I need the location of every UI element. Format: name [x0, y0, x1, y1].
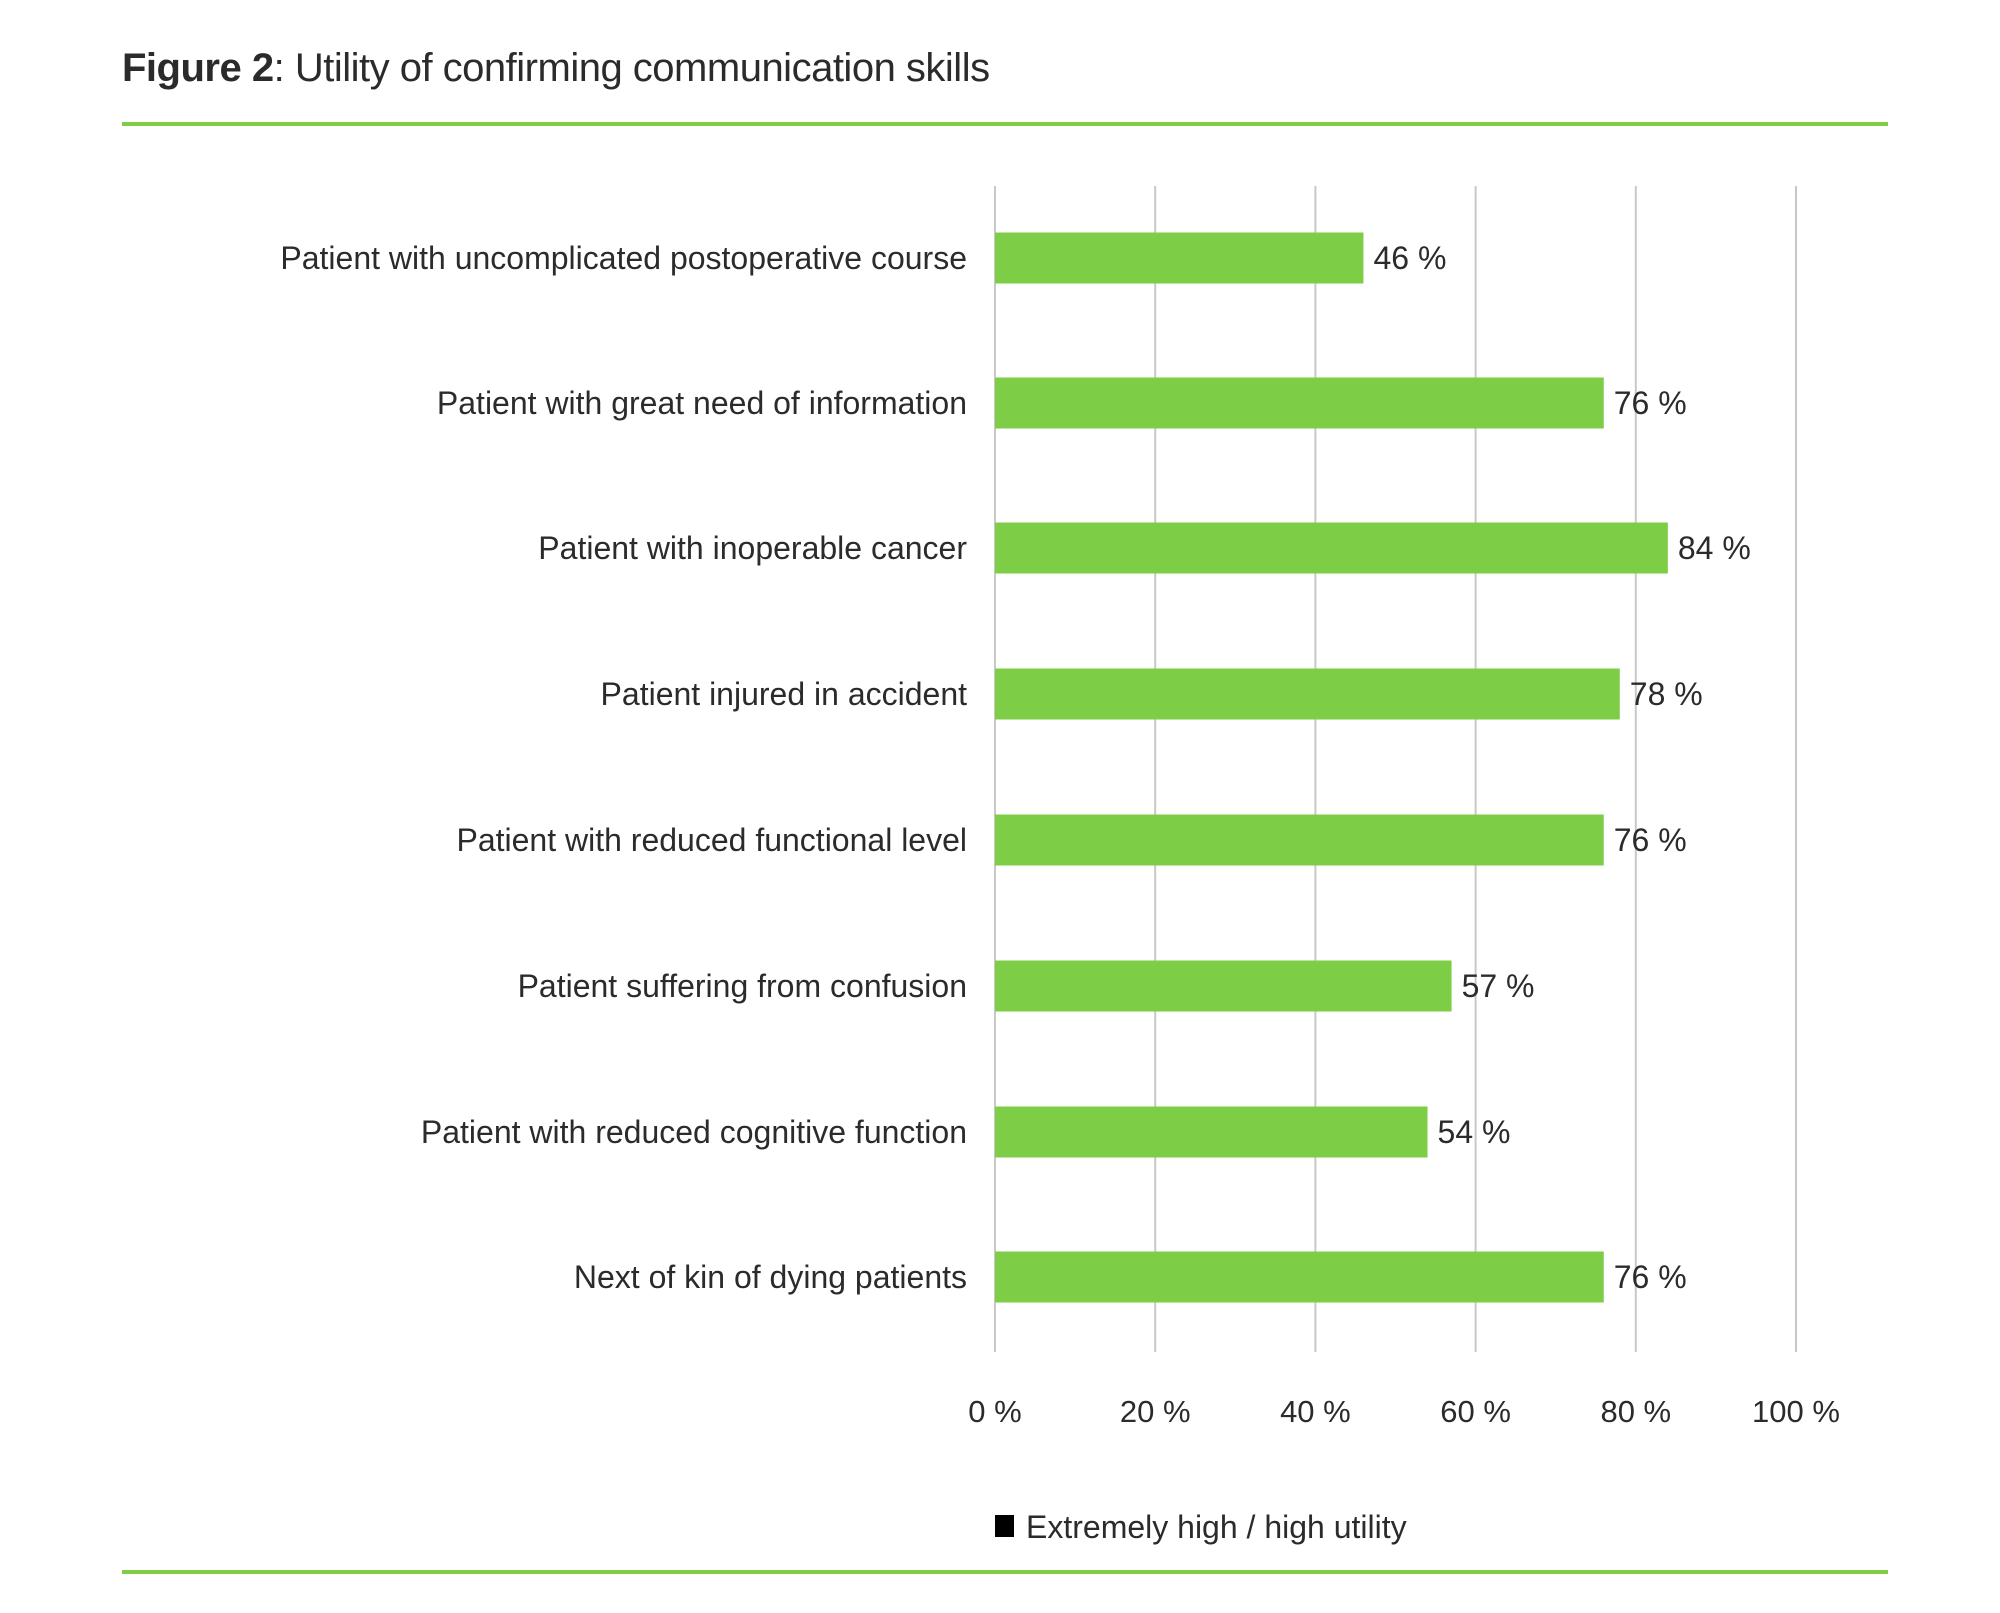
figure-title: Figure 2: Utility of confirming communic…	[122, 46, 990, 91]
bar	[995, 1106, 1428, 1158]
legend-marker	[995, 1515, 1014, 1537]
category-label: Patient with inoperable cancer	[538, 530, 967, 566]
x-tick-label: 20 %	[1120, 1394, 1191, 1429]
data-label: 76 %	[1614, 1259, 1687, 1295]
data-labels: 46 % 76 % 84 % 78 % 76 % 57 % 54 % 76 %	[1373, 240, 1750, 1295]
figure-title-text: : Utility of confirming communication sk…	[273, 46, 991, 90]
category-label: Patient injured in accident	[601, 676, 968, 712]
x-tick-label: 40 %	[1280, 1394, 1351, 1429]
x-tick-label: 60 %	[1440, 1394, 1511, 1429]
bar	[995, 522, 1668, 574]
category-label: Patient suffering from confusion	[518, 968, 967, 1004]
category-label: Patient with great need of information	[437, 385, 967, 421]
category-label: Patient with reduced cognitive function	[421, 1114, 967, 1150]
legend-label: Extremely high / high utility	[1026, 1509, 1407, 1545]
legend: Extremely high / high utility	[995, 1509, 1407, 1545]
category-label: Next of kin of dying patients	[574, 1259, 967, 1295]
data-label: 76 %	[1614, 385, 1687, 421]
category-labels: Patient with uncomplicated postoperative…	[280, 240, 967, 1295]
category-label: Patient with uncomplicated postoperative…	[280, 240, 967, 276]
x-tick-label: 100 %	[1752, 1394, 1840, 1429]
bottom-rule	[122, 1570, 1888, 1574]
bar	[995, 377, 1604, 429]
bar	[995, 1251, 1604, 1303]
bars	[995, 232, 1668, 1303]
gridlines	[994, 186, 1797, 1352]
bar	[995, 668, 1620, 720]
x-tick-labels: 0 % 20 % 40 % 60 % 80 % 100 %	[968, 1394, 1840, 1429]
x-tick-label: 80 %	[1600, 1394, 1671, 1429]
bar	[995, 814, 1604, 866]
figure-label: Figure 2	[122, 46, 274, 90]
bar	[995, 232, 1364, 284]
top-rule	[122, 122, 1888, 126]
data-label: 84 %	[1678, 530, 1751, 566]
data-label: 57 %	[1462, 968, 1535, 1004]
data-label: 54 %	[1438, 1114, 1511, 1150]
data-label: 46 %	[1373, 240, 1446, 276]
data-label: 76 %	[1614, 822, 1687, 858]
category-label: Patient with reduced functional level	[456, 822, 967, 858]
data-label: 78 %	[1630, 676, 1703, 712]
x-tick-label: 0 %	[968, 1394, 1021, 1429]
bar	[995, 960, 1452, 1012]
